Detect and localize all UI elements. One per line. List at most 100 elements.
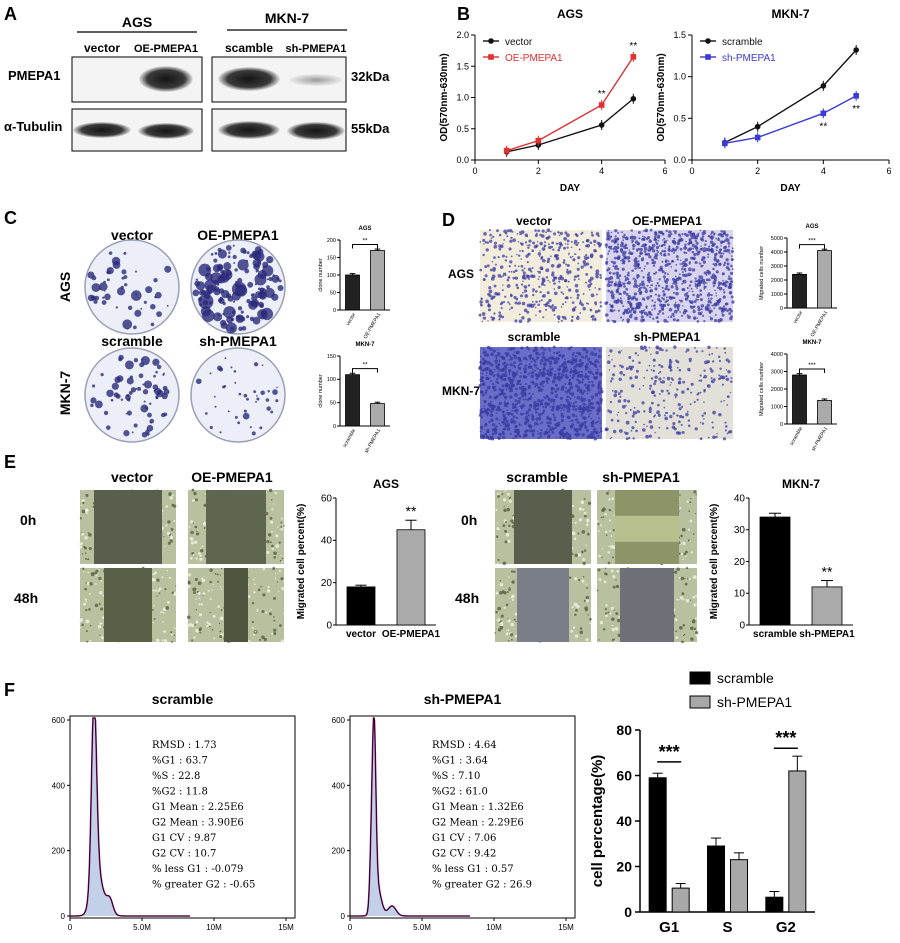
- colony: [252, 316, 261, 325]
- migrated-cell: [600, 430, 603, 433]
- migrated-cell: [589, 401, 592, 404]
- colony: [95, 400, 103, 409]
- cell: [614, 627, 619, 631]
- cell: [247, 595, 251, 598]
- migrated-cell: [514, 387, 518, 391]
- migrated-cell: [587, 399, 591, 403]
- migrated-cell: [541, 373, 546, 377]
- migrated-cell: [514, 428, 517, 431]
- cell: [501, 493, 504, 496]
- migrated-cell: [566, 268, 569, 271]
- colony: [128, 391, 133, 395]
- migrated-cell: [506, 235, 509, 238]
- migrated-cell: [508, 228, 513, 233]
- bar: [345, 274, 360, 311]
- migrated-cell: [553, 351, 556, 354]
- migrated-cell: [690, 382, 694, 386]
- cell: [611, 497, 615, 501]
- migrated-cell: [551, 241, 555, 245]
- colony: [265, 398, 270, 402]
- migrated-cell: [563, 259, 566, 262]
- cell: [496, 493, 500, 496]
- migrated-cell: [725, 375, 728, 378]
- migrated-cell: [515, 283, 519, 287]
- migrated-cell: [667, 253, 671, 256]
- migrated-cell: [661, 380, 666, 384]
- colony: [266, 256, 274, 264]
- colony: [100, 372, 104, 377]
- migrated-cell: [514, 425, 518, 428]
- migrated-cell: [490, 237, 493, 240]
- migrated-cell: [507, 387, 510, 390]
- migrated-cell: [646, 262, 649, 265]
- cell: [212, 614, 216, 618]
- migrated-cell: [699, 293, 702, 296]
- migrated-cell: [577, 380, 582, 385]
- migrated-cell: [560, 407, 562, 410]
- column-label: scramble: [508, 330, 561, 344]
- cell: [510, 622, 515, 627]
- mw-marker: 55kDa: [351, 121, 390, 136]
- migrated-cell: [544, 308, 548, 311]
- migrated-cell: [726, 262, 730, 266]
- colony: [270, 410, 274, 414]
- migrated-cell: [548, 298, 552, 303]
- colony: [129, 375, 134, 379]
- migrated-cell: [664, 414, 666, 417]
- migrated-cell: [518, 366, 522, 371]
- y-tick-label: 1.0: [456, 93, 469, 103]
- migrated-cell: [674, 232, 677, 235]
- cell: [495, 610, 498, 614]
- migrated-cell: [675, 284, 678, 288]
- migrated-cell: [543, 284, 546, 287]
- migrated-cell: [527, 414, 530, 417]
- migrated-cell: [495, 380, 498, 383]
- migrated-cell: [665, 229, 668, 233]
- migrated-cell: [485, 299, 489, 304]
- cell: [494, 632, 496, 634]
- migrated-cell: [720, 230, 723, 233]
- cell: [280, 639, 285, 644]
- migrated-cell: [695, 298, 698, 301]
- migrated-cell: [488, 367, 490, 369]
- cell: [577, 532, 580, 535]
- migrated-cell: [528, 425, 532, 429]
- migrated-cell: [696, 393, 699, 396]
- migrated-cell: [548, 245, 552, 250]
- migrated-cell: [562, 437, 565, 440]
- migrated-cell: [492, 385, 496, 389]
- colony: [243, 409, 247, 413]
- category-label: OE-PMEPA1: [382, 629, 441, 640]
- migrated-cell: [591, 318, 595, 321]
- migrated-cell: [546, 402, 550, 407]
- migrated-cell: [626, 256, 631, 260]
- x-tick-label: 0: [68, 923, 73, 932]
- migrated-cell: [628, 309, 632, 314]
- migrated-cell: [506, 284, 511, 288]
- migrated-cell: [662, 399, 666, 402]
- migrated-cell: [653, 237, 657, 242]
- migrated-cell: [493, 244, 498, 249]
- migrated-cell: [580, 232, 583, 236]
- migrated-cell: [553, 305, 557, 310]
- cell: [201, 577, 203, 580]
- migrated-cell: [537, 386, 541, 390]
- migrated-cell: [551, 271, 555, 275]
- migrated-cell: [652, 304, 656, 308]
- cell: [514, 612, 518, 616]
- migrated-cell: [682, 273, 686, 277]
- migrated-cell: [717, 355, 721, 359]
- migrated-cell: [484, 432, 487, 436]
- cell: [676, 567, 680, 572]
- migrated-cell: [541, 247, 546, 251]
- migrated-cell: [494, 425, 498, 428]
- migrated-cell: [547, 243, 550, 246]
- migrated-cell: [646, 252, 651, 256]
- y-tick-label: 30: [734, 525, 746, 536]
- migrated-cell: [606, 360, 611, 364]
- migrated-cell: [721, 312, 723, 315]
- row-label: MKN-7: [442, 384, 480, 398]
- migrated-cell: [481, 382, 486, 387]
- migrated-cell: [631, 243, 636, 248]
- bar: [396, 529, 426, 626]
